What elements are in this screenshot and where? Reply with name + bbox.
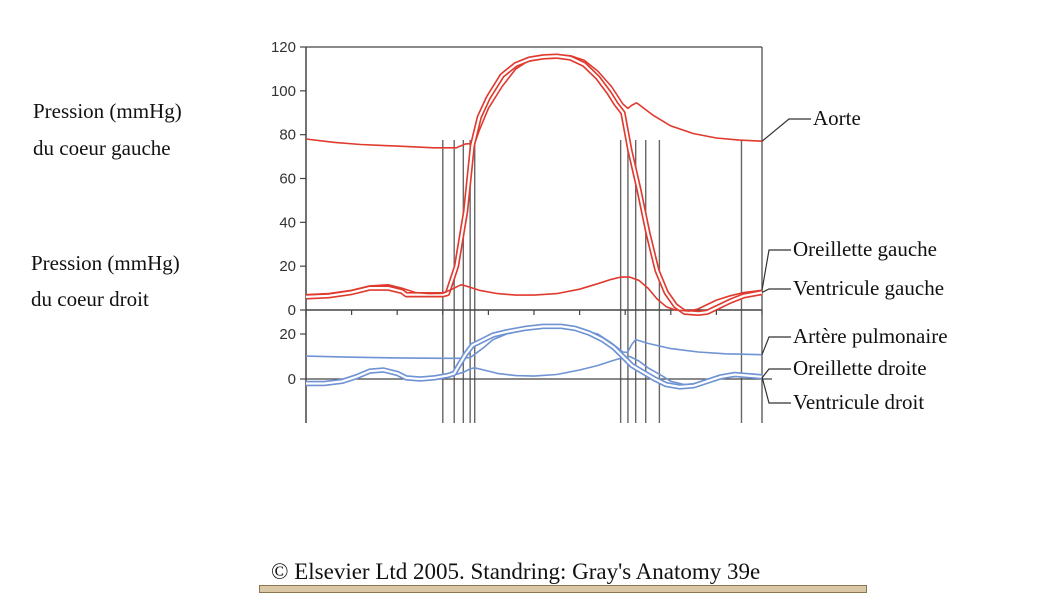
legend-label-artere-pulmonaire: Artère pulmonaire bbox=[793, 324, 948, 348]
left-series-oreillette-gauche bbox=[305, 276, 763, 312]
left-series-ventricule-gauche-inner bbox=[305, 55, 763, 315]
right-series-ventricule-droit bbox=[306, 323, 763, 390]
right-y-tick-label: 0 bbox=[288, 371, 296, 388]
cardiac-event-markers bbox=[442, 140, 743, 423]
left-y-tick-label: 80 bbox=[279, 127, 296, 144]
legend-leader-artere-pulmonaire bbox=[761, 336, 791, 355]
legend-label-oreillette-droite: Oreillette droite bbox=[793, 356, 927, 380]
legend-leader-ventricule-droit bbox=[761, 376, 791, 404]
legend-leader-oreillette-gauche bbox=[761, 249, 791, 291]
left-y-tick-label: 0 bbox=[288, 302, 296, 319]
left-y-tick-label: 20 bbox=[279, 258, 296, 275]
right-y-tick-label: 20 bbox=[279, 326, 296, 343]
left-series-ventricule-gauche bbox=[305, 53, 763, 317]
left-y-tick-label: 60 bbox=[279, 171, 296, 188]
legend-leader-ventricule-gauche bbox=[761, 288, 791, 294]
legend-leader-aorte bbox=[761, 118, 811, 142]
copyright-notice: © Elsevier Ltd 2005. Standring: Gray's A… bbox=[271, 559, 760, 584]
right-heart-pressure-plot: 0 20 bbox=[279, 310, 772, 423]
left-heart-pressure-title: Pression (mmHg) bbox=[33, 99, 182, 123]
left-series-aorte bbox=[305, 53, 763, 149]
left-heart-pressure-plot: 0 20 40 60 80 100 120 bbox=[271, 39, 763, 319]
legend-label-ventricule-droit: Ventricule droit bbox=[793, 390, 924, 414]
right-series-ventricule-droit-inner bbox=[306, 325, 763, 388]
right-heart-pressure-subtitle: du coeur droit bbox=[31, 287, 149, 311]
chart-legend: Aorte Oreillette gauche Ventricule gauche A… bbox=[761, 106, 948, 414]
bottom-banner-bar bbox=[259, 585, 867, 593]
left-y-tick-label: 120 bbox=[271, 39, 296, 56]
legend-label-aorte: Aorte bbox=[813, 106, 861, 130]
left-y-tick-label: 40 bbox=[279, 214, 296, 231]
right-series-artere-pulmonaire bbox=[305, 326, 763, 360]
legend-leader-oreillette-droite bbox=[761, 368, 791, 379]
legend-label-oreillette-gauche: Oreillette gauche bbox=[793, 237, 937, 261]
left-y-tick-label: 100 bbox=[271, 83, 296, 100]
legend-label-ventricule-gauche: Ventricule gauche bbox=[793, 276, 944, 300]
left-heart-pressure-subtitle: du coeur gauche bbox=[33, 136, 171, 160]
right-heart-pressure-title: Pression (mmHg) bbox=[31, 251, 180, 275]
